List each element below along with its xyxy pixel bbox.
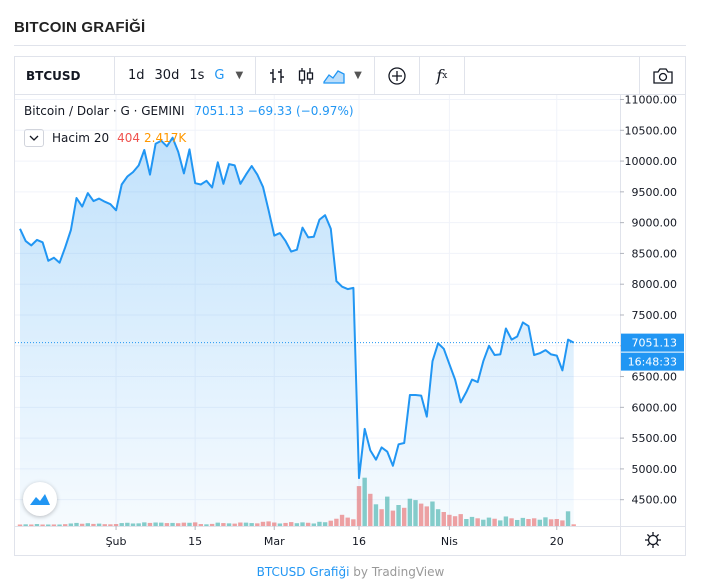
y-tick-label: 10500.00 xyxy=(625,124,678,137)
price-label: 7051.13 xyxy=(632,337,678,350)
collapse-legend-button[interactable] xyxy=(24,129,44,147)
area-chart-style-icon[interactable] xyxy=(320,57,348,95)
camera-icon[interactable] xyxy=(639,57,685,95)
y-tick-label: 11000.00 xyxy=(625,95,678,107)
tradingview-logo-icon[interactable] xyxy=(23,482,57,516)
countdown-label-bg xyxy=(621,352,684,371)
chevron-down-icon[interactable]: ▼ xyxy=(354,70,362,81)
interval-1s-button[interactable]: 1s xyxy=(189,67,205,83)
y-tick-label: 7500.00 xyxy=(632,309,678,322)
y-tick-label: 9500.00 xyxy=(632,186,678,199)
attribution-text: by TradingView xyxy=(353,565,445,579)
compare-group xyxy=(375,56,420,95)
y-tick-label: 10000.00 xyxy=(625,155,678,168)
title-divider xyxy=(14,45,686,46)
candle-chart-style-icon[interactable] xyxy=(292,57,320,95)
x-tick-label: 15 xyxy=(188,535,202,548)
y-tick-label: 5000.00 xyxy=(632,463,678,476)
symbol-search-button[interactable]: BTCUSD xyxy=(15,56,115,95)
y-tick-label: 8500.00 xyxy=(632,247,678,260)
chart-link[interactable]: BTCUSD Grafiği xyxy=(256,565,350,579)
price-line xyxy=(19,136,575,480)
countdown-label: 16:48:33 xyxy=(628,356,677,369)
legend-series-name: Bitcoin / Dolar · G · GEMINI xyxy=(24,104,185,118)
interval-group: 1d 30d 1s G ▼ xyxy=(115,56,257,95)
series-legend: Bitcoin / Dolar · G · GEMINI 7051.13 −69… xyxy=(24,104,354,118)
interval-1d-button[interactable]: 1d xyxy=(128,67,145,83)
y-tick-label: 6500.00 xyxy=(632,371,678,384)
price-label-bg xyxy=(621,333,684,352)
y-tick-label: 6000.00 xyxy=(632,401,678,414)
x-tick-label: Nis xyxy=(441,535,458,548)
y-tick-label: 8000.00 xyxy=(632,278,678,291)
chevron-down-icon[interactable]: ▼ xyxy=(235,70,244,81)
volume-ma-value: 2.417K xyxy=(144,131,187,145)
volume-current-value: 404 xyxy=(117,131,140,145)
x-tick-label: Şub xyxy=(106,535,127,548)
bar-chart-style-icon[interactable] xyxy=(264,57,292,95)
volume-indicator-name: Hacim 20 xyxy=(52,131,110,145)
price-area xyxy=(20,137,574,526)
compare-add-icon[interactable] xyxy=(383,57,411,95)
y-tick-label: 4500.00 xyxy=(632,494,678,507)
x-tick-label: Mar xyxy=(264,535,285,548)
x-tick-label: 20 xyxy=(550,535,564,548)
y-tick-label: 5500.00 xyxy=(632,432,678,445)
y-tick-label: 9000.00 xyxy=(632,217,678,230)
page-title: BITCOIN GRAFİĞİ xyxy=(14,19,146,36)
legend-series-value: 7051.13 −69.33 (−0.97%) xyxy=(194,104,354,118)
price-chart[interactable]: 11000.00 10500.00 10000.00 9500.00 9000.00 85… xyxy=(15,95,685,555)
chart-style-group: ▼ xyxy=(256,56,375,95)
volume-legend: Hacim 20 404 2.417K xyxy=(24,129,186,147)
x-tick-label: 16 xyxy=(352,535,366,548)
interval-g-button[interactable]: G xyxy=(214,67,225,83)
chevron-down-icon xyxy=(29,135,39,141)
attribution-footer: BTCUSD Grafiği by TradingView xyxy=(0,565,701,579)
interval-30d-button[interactable]: 30d xyxy=(154,67,180,83)
settings-gear-icon[interactable] xyxy=(645,532,661,548)
